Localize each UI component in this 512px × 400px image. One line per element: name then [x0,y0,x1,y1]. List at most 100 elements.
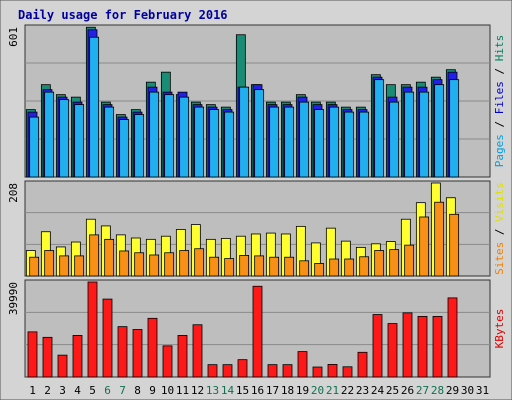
day-label-4: 4 [74,384,81,397]
bar-pages-day-17 [269,106,280,178]
bar-sites-day-15 [239,255,250,277]
day-label-24: 24 [371,384,385,397]
day-label-15: 15 [236,384,249,397]
legend-sites: Sites [493,242,506,275]
bar-kbytes-day-24 [372,314,383,378]
bar-sites-day-6 [104,238,115,277]
bar-sites-day-2 [44,250,55,277]
bar-sites-day-7 [119,250,130,277]
bar-sites-day-16 [254,255,265,277]
bar-pages-day-13 [209,109,220,178]
bar-pages-day-10 [164,94,175,178]
bar-kbytes-day-29 [447,297,458,378]
bar-pages-day-5 [89,36,100,178]
bar-kbytes-day-28 [432,316,443,378]
bar-sites-day-4 [74,255,85,277]
bar-kbytes-day-16 [252,285,263,378]
bar-sites-day-9 [149,254,160,277]
bar-kbytes-day-11 [177,335,188,378]
panel-visits-legend: Sites / Visits [493,182,506,275]
bar-sites-day-23 [359,256,370,277]
bar-sites-day-10 [164,252,175,277]
bar-kbytes-day-17 [267,364,278,378]
legend-files: Files [493,81,506,114]
bar-pages-day-16 [254,89,265,178]
bar-sites-day-5 [89,234,100,277]
bar-kbytes-day-9 [147,317,158,378]
bar-pages-day-1 [29,116,40,178]
bar-sites-day-29 [449,213,460,277]
bar-kbytes-day-14 [222,364,233,378]
bar-sites-day-17 [269,256,280,277]
bar-kbytes-day-25 [387,323,398,378]
day-label-13: 13 [206,384,219,397]
day-label-27: 27 [416,384,429,397]
bar-kbytes-day-18 [282,364,293,378]
bar-sites-day-19 [299,260,310,277]
bar-kbytes-day-2 [42,336,53,378]
bar-pages-day-11 [179,96,190,178]
series-kbytes [27,281,458,378]
day-label-3: 3 [59,384,66,397]
bar-kbytes-day-1 [27,331,38,378]
bar-sites-day-1 [29,256,40,277]
bar-kbytes-day-19 [297,351,308,378]
legend-visits: Visits [493,182,506,222]
day-label-2: 2 [44,384,51,397]
bar-pages-day-24 [374,79,385,178]
bar-sites-day-18 [284,256,295,277]
bar-sites-day-25 [389,249,400,277]
day-label-18: 18 [281,384,294,397]
day-label-26: 26 [401,384,414,397]
bar-pages-day-12 [194,106,205,178]
day-label-9: 9 [149,384,156,397]
bar-pages-day-20 [314,109,325,178]
panel-visits-axis-max: 208 [7,183,20,203]
bar-kbytes-day-15 [237,359,248,378]
panel-hits-legend: Pages / Files / Hits [493,35,506,168]
panel-hits-axis-max: 601 [7,27,20,47]
bar-pages-day-25 [389,101,400,178]
bar-sites-day-20 [314,263,325,277]
bar-pages-day-6 [104,106,115,178]
legend-pages: Pages [493,134,506,167]
day-axis-labels: 1 2 3 4 5 6 7 8 9 10 11 12 13 14 15 16 17 18 19 20 21 22 23 24 2… [29,384,489,397]
bar-sites-day-21 [329,258,340,277]
day-label-17: 17 [266,384,279,397]
series-sites [29,201,460,277]
panel-kbytes-axis-max: 39990 [7,282,20,315]
bar-pages-day-2 [44,91,55,178]
bar-pages-day-27 [419,91,430,178]
panel-kbytes-legend: KBytes [493,309,506,349]
legend-kbytes: KBytes [493,309,506,349]
bar-sites-day-8 [134,252,145,277]
day-label-25: 25 [386,384,399,397]
day-label-10: 10 [161,384,174,397]
day-label-8: 8 [134,384,141,397]
day-label-23: 23 [356,384,369,397]
day-label-19: 19 [296,384,309,397]
bar-sites-day-27 [419,216,430,277]
bar-pages-day-18 [284,106,295,178]
bar-kbytes-day-21 [327,364,338,378]
day-label-20: 20 [311,384,324,397]
bar-sites-day-3 [59,255,70,277]
day-label-5: 5 [89,384,96,397]
day-label-14: 14 [221,384,235,397]
bar-sites-day-24 [374,250,385,277]
bar-pages-day-19 [299,101,310,178]
day-label-11: 11 [176,384,189,397]
bar-sites-day-28 [434,201,445,277]
bar-kbytes-day-23 [357,351,368,378]
day-label-12: 12 [191,384,204,397]
bar-kbytes-day-8 [132,329,143,378]
bar-kbytes-day-4 [72,335,83,378]
day-label-1: 1 [29,384,36,397]
bar-sites-day-13 [209,256,220,277]
legend-separator: / [493,61,506,81]
day-label-30: 30 [461,384,474,397]
chart-title: Daily usage for February 2016 [18,8,228,22]
bar-kbytes-day-27 [417,316,428,378]
day-label-21: 21 [326,384,339,397]
bar-pages-day-28 [434,84,445,178]
